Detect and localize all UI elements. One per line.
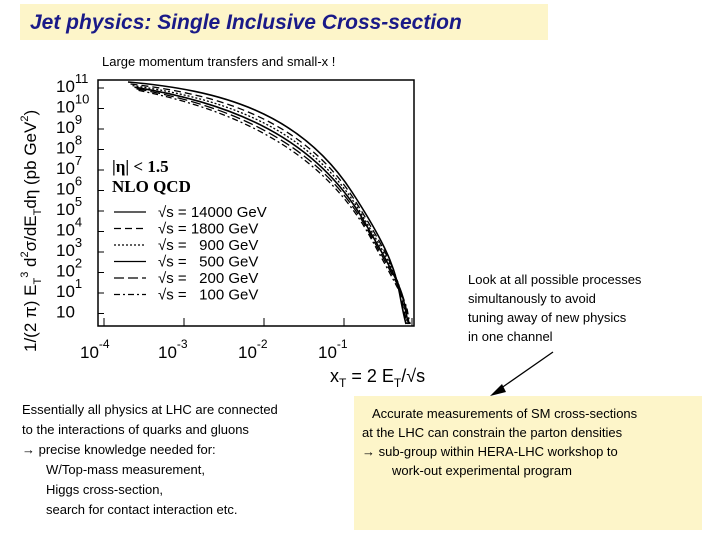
legend: √s = 14000 GeV√s = 1800 GeV√s = 900 GeV√…	[114, 204, 267, 304]
summary-line: Higgs cross-section,	[46, 482, 164, 497]
summary-line: W/Top-mass measurement,	[46, 462, 205, 477]
plot-frame	[97, 79, 415, 327]
side-note-line: tuning away of new physics	[468, 310, 627, 325]
x-tick-labels: 10-4 10-3 10-2 10-1	[80, 337, 348, 362]
y-tick-label: 108	[56, 133, 82, 158]
x-tick-label: 10-4	[80, 337, 110, 362]
eta-cut-label: |η| < 1.5	[112, 157, 169, 176]
y-tick-label: 106	[56, 174, 82, 199]
cross-section-plot: 1/(2 π) ET3 d2σ/dETdη (pb GeV2) 10111010…	[19, 72, 425, 390]
legend-label: √s = 200 GeV	[158, 270, 258, 287]
measurement-line: at the LHC can constrain the parton dens…	[362, 425, 623, 440]
side-note-line: Look at all possible processes	[468, 272, 642, 287]
cross-section-curve	[132, 84, 409, 325]
physics-summary: Essentially all physics at LHC are conne…	[22, 400, 278, 520]
subtitle: Large momentum transfers and small-x !	[102, 54, 336, 69]
legend-label: √s = 500 GeV	[158, 254, 258, 271]
measurement-line: Accurate measurements of SM cross-sectio…	[372, 406, 638, 421]
y-tick-label: 10	[56, 303, 75, 322]
side-note: Look at all possible processes simultano…	[468, 270, 641, 346]
y-tick-label: 101	[56, 276, 82, 301]
legend-label: √s = 1800 GeV	[158, 221, 258, 238]
y-tick-label: 103	[56, 235, 82, 260]
summary-line: to the interactions of quarks and gluons	[22, 422, 249, 437]
cross-section-curve	[138, 89, 411, 325]
y-tick-label: 107	[56, 153, 82, 178]
measurement-line: → sub-group within HERA-LHC workshop to	[362, 444, 618, 459]
summary-line: Essentially all physics at LHC are conne…	[22, 402, 278, 417]
y-tick-label: 1010	[56, 92, 89, 117]
legend-label: √s = 900 GeV	[158, 237, 258, 254]
y-tick-label: 104	[56, 215, 82, 240]
y-tick-label: 102	[56, 256, 82, 281]
side-note-line: simultanously to avoid	[468, 291, 596, 306]
y-tick-label: 105	[56, 194, 82, 219]
y-axis-label: 1/(2 π) ET3 d2σ/dETdη (pb GeV2)	[19, 110, 44, 352]
x-tick-label: 10-1	[318, 337, 348, 362]
x-axis-label: xT = 2 ET/√s	[330, 366, 425, 390]
page-title: Jet physics: Single Inclusive Cross-sect…	[30, 11, 462, 34]
y-tick-label: 109	[56, 112, 82, 137]
cross-section-curves	[98, 81, 413, 326]
legend-label: √s = 100 GeV	[158, 287, 258, 304]
summary-line: search for contact interaction etc.	[46, 502, 238, 517]
measurement-line: work-out experimental program	[392, 463, 572, 478]
measurement-box: Accurate measurements of SM cross-sectio…	[354, 396, 702, 530]
legend-label: √s = 14000 GeV	[158, 204, 267, 221]
x-tick-label: 10-3	[158, 337, 188, 362]
y-tick-label: 1011	[56, 72, 88, 96]
cross-section-curve	[136, 88, 411, 325]
arrow-head	[490, 384, 506, 396]
title-box: Jet physics: Single Inclusive Cross-sect…	[20, 4, 548, 40]
arrow-shaft	[496, 351, 554, 392]
x-tick-label: 10-2	[238, 337, 268, 362]
summary-line: → precise knowledge needed for:	[22, 442, 216, 457]
nlo-qcd-label: NLO QCD	[112, 177, 191, 196]
side-note-line: in one channel	[468, 329, 553, 344]
